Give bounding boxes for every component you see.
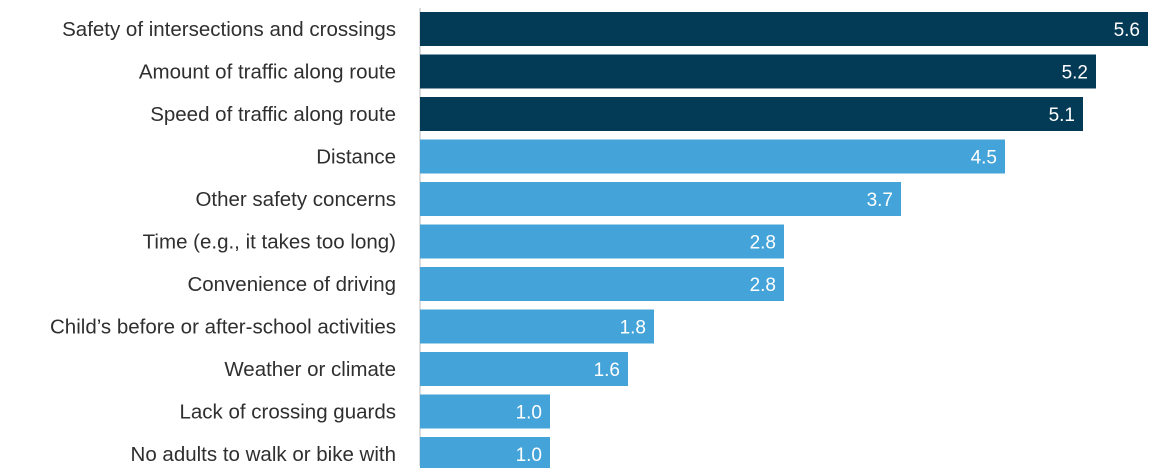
category-label-2: Amount of traffic along route xyxy=(139,61,396,84)
category-label-4: Distance xyxy=(316,146,396,169)
category-label-3: Speed of traffic along route xyxy=(150,103,396,126)
bars-group xyxy=(420,12,1148,468)
category-label-1: Safety of intersections and crossings xyxy=(62,18,396,41)
value-label-8: 1.8 xyxy=(620,318,646,339)
value-label-3: 5.1 xyxy=(1049,105,1075,126)
category-label-10: Lack of crossing guards xyxy=(179,401,396,424)
bar-4 xyxy=(420,139,1005,174)
bar-3 xyxy=(420,97,1083,131)
value-label-6: 2.8 xyxy=(750,233,776,254)
value-label-1: 5.6 xyxy=(1114,20,1140,41)
value-label-7: 2.8 xyxy=(750,275,776,296)
category-label-6: Time (e.g., it takes too long) xyxy=(143,231,396,254)
category-labels-group: Safety of intersections and crossings Amo… xyxy=(50,18,396,466)
bar-11 xyxy=(420,437,550,468)
category-label-11: No adults to walk or bike with xyxy=(131,443,396,466)
value-label-10: 1.0 xyxy=(516,403,542,424)
category-label-9: Weather or climate xyxy=(224,358,396,381)
bar-10 xyxy=(420,394,550,429)
category-label-8: Child’s before or after-school activitie… xyxy=(50,316,396,339)
bar-1 xyxy=(420,12,1148,46)
value-label-4: 4.5 xyxy=(971,148,997,169)
value-labels-group: 5.6 5.2 5.1 4.5 3.7 2.8 2.8 1.81.6 1.0 1.0 xyxy=(516,20,1140,466)
bar-8 xyxy=(420,309,654,344)
category-label-7: Convenience of driving xyxy=(187,273,396,296)
value-label-5: 3.7 xyxy=(867,190,893,211)
value-label-2: 5.2 xyxy=(1062,63,1088,84)
bar-2 xyxy=(420,54,1096,89)
bar-6 xyxy=(420,224,784,259)
bar-5 xyxy=(420,182,901,216)
value-label-11: 1.0 xyxy=(516,445,542,466)
bar-7 xyxy=(420,267,784,301)
value-label-9: 1.6 xyxy=(594,360,620,381)
category-label-5: Other safety concerns xyxy=(195,188,396,211)
bar-9 xyxy=(420,352,628,386)
